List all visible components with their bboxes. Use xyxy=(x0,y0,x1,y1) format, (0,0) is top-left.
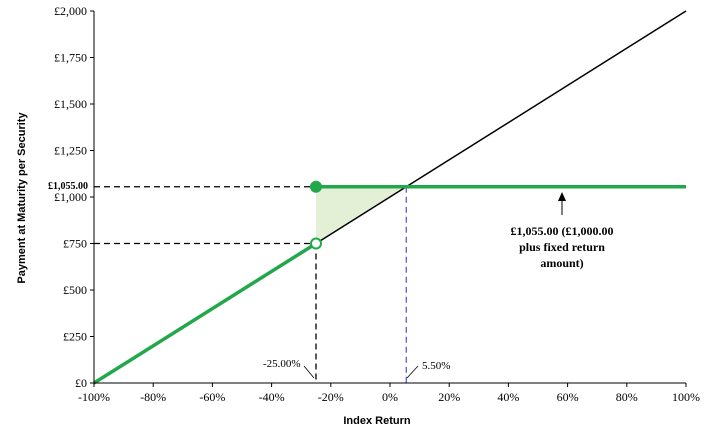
label-minus25-leader xyxy=(303,365,315,379)
x-tick-label: -100% xyxy=(78,390,110,404)
ticks-layer: -100% -80% -60% -40% -20% 0% 20% 40% 60% 80% 100% £… xyxy=(54,4,700,404)
callout-line-1: £1,055.00 (£1,000.00 xyxy=(511,224,614,238)
y-tick-label: £250 xyxy=(63,330,87,344)
series-layer xyxy=(93,10,687,385)
callout-line-3: amount) xyxy=(540,256,583,270)
y-tick-label: £500 xyxy=(63,283,87,297)
label-minus25: -25.00% xyxy=(263,358,301,370)
y-tick-label: £1,500 xyxy=(54,97,87,111)
x-axis-title: Index Return xyxy=(343,415,411,427)
y-tick-label: £0 xyxy=(75,376,87,390)
x-tick-label: -20% xyxy=(318,390,344,404)
x-tick-label: -60% xyxy=(199,390,225,404)
y-tick-label: £750 xyxy=(63,237,87,251)
label-550: 5.50% xyxy=(422,360,450,372)
x-tick-label: 100% xyxy=(672,390,700,404)
filled-marker xyxy=(310,180,322,193)
callout-line-2: plus fixed return xyxy=(519,240,605,254)
x-tick-label: -80% xyxy=(140,390,166,404)
y-tick-label: £1,750 xyxy=(54,51,87,65)
y-tick-label: £2,000 xyxy=(54,4,87,18)
series-line xyxy=(315,10,687,245)
x-tick-label: 60% xyxy=(557,390,579,404)
x-tick-label: 0% xyxy=(382,390,398,404)
x-tick-label: 80% xyxy=(616,390,638,404)
x-tick-label: 20% xyxy=(438,390,460,404)
reference-lines-layer xyxy=(94,186,407,383)
label-1055: £1,055.00 xyxy=(48,181,88,192)
series-line xyxy=(93,242,317,385)
label-1055-background xyxy=(47,181,89,192)
x-tick-label: -40% xyxy=(259,390,285,404)
markers-layer xyxy=(310,180,322,250)
y-axis-title: Payment at Maturity per Security xyxy=(16,112,28,284)
x-tick-label: 40% xyxy=(497,390,519,404)
label-550-leader xyxy=(406,365,419,379)
callout-arrowhead xyxy=(558,192,566,201)
open-marker xyxy=(310,237,322,250)
y-tick-label: £1,250 xyxy=(54,144,87,158)
y-tick-label: £1,000 xyxy=(54,190,87,204)
